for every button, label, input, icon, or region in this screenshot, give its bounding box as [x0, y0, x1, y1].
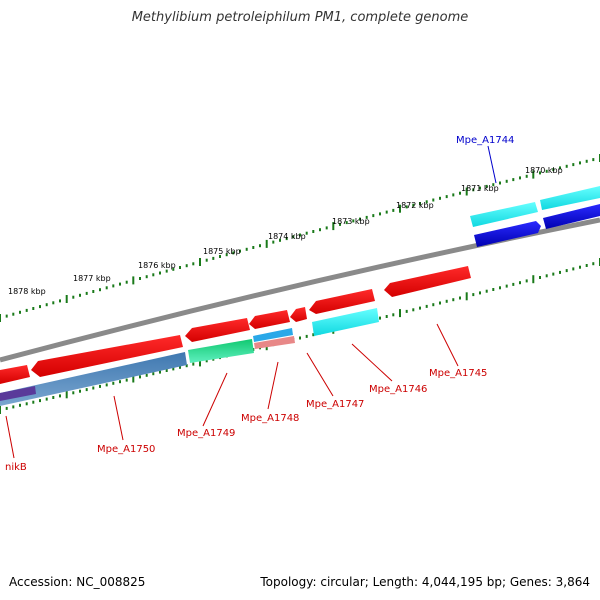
label-mpe-a1744[interactable]: Mpe_A1744	[456, 135, 514, 146]
ruler-label-1875: 1875 kbp	[203, 247, 241, 256]
gene-mpe-a1748-pink[interactable]	[254, 336, 295, 349]
gene-nikb[interactable]	[0, 386, 36, 401]
callout-line-mpe-a1750	[113, 395, 124, 441]
callout-line-mpe-a1749	[202, 372, 228, 427]
forward-strand-genes	[0, 186, 600, 384]
gene-mpe-a1745[interactable]	[384, 266, 471, 297]
gene-mpe-a1749-fwd[interactable]	[185, 318, 250, 342]
gene-blue-2[interactable]	[543, 204, 600, 229]
ruler-label-1874: 1874 kbp	[268, 232, 306, 241]
callout-line-nikb	[5, 415, 15, 459]
ruler-labels: 1870 kbp 1871 kbp 1872 kbp 1873 kbp 1874…	[8, 166, 563, 296]
ruler-label-1877: 1877 kbp	[73, 274, 111, 283]
gene-mpe-a1750-fwd[interactable]	[31, 335, 183, 377]
ruler-label-1870: 1870 kbp	[525, 166, 563, 175]
gene-mpe-a1748-fwd[interactable]	[249, 310, 290, 329]
outer-ruler-track	[0, 154, 600, 322]
reverse-strand-genes	[0, 308, 379, 406]
genome-title: Methylibium petroleiphilum PM1, complete…	[131, 10, 469, 25]
label-mpe-a1748[interactable]: Mpe_A1748	[241, 413, 299, 424]
gene-blue-1[interactable]	[474, 221, 541, 247]
callout-lines	[5, 145, 497, 459]
gene-mpe-a1750-rev[interactable]	[0, 352, 187, 406]
ruler-label-1873: 1873 kbp	[332, 217, 370, 226]
label-mpe-a1746[interactable]: Mpe_A1746	[369, 384, 427, 395]
ruler-label-1871: 1871 kbp	[461, 184, 499, 193]
label-mpe-a1745[interactable]: Mpe_A1745	[429, 368, 487, 379]
gene-mpe-a1748-blue[interactable]	[253, 328, 293, 342]
accession-text: Accession: NC_008825	[9, 575, 146, 589]
callout-line-mpe-a1747	[306, 352, 334, 397]
gene-mpe-a1749-green[interactable]	[188, 339, 254, 363]
ruler-label-1872: 1872 kbp	[396, 201, 434, 210]
topology-text: Topology: circular; Length: 4,044,195 bp…	[260, 575, 590, 589]
gene-mpe-a1747[interactable]	[290, 307, 307, 322]
gene-mpe-a1744[interactable]	[470, 202, 538, 227]
gene-left-red[interactable]	[0, 365, 30, 384]
ruler-label-1876: 1876 kbp	[138, 261, 176, 270]
gene-labels: Mpe_A1744 Mpe_A1745 Mpe_A1746 Mpe_A1747 …	[5, 135, 514, 473]
callout-line-mpe-a1744	[487, 145, 497, 184]
callout-line-mpe-a1745	[436, 323, 459, 367]
gene-cyan-right[interactable]	[540, 186, 600, 210]
label-nikb[interactable]: nikB	[5, 462, 27, 473]
ruler-label-1878: 1878 kbp	[8, 287, 46, 296]
callout-line-mpe-a1748	[267, 361, 279, 410]
label-mpe-a1749[interactable]: Mpe_A1749	[177, 428, 235, 439]
label-mpe-a1747[interactable]: Mpe_A1747	[306, 399, 364, 410]
gene-cyan-inner[interactable]	[312, 308, 379, 336]
gene-mpe-a1746[interactable]	[309, 289, 375, 314]
label-mpe-a1750[interactable]: Mpe_A1750	[97, 444, 155, 455]
callout-line-mpe-a1746	[351, 343, 393, 382]
